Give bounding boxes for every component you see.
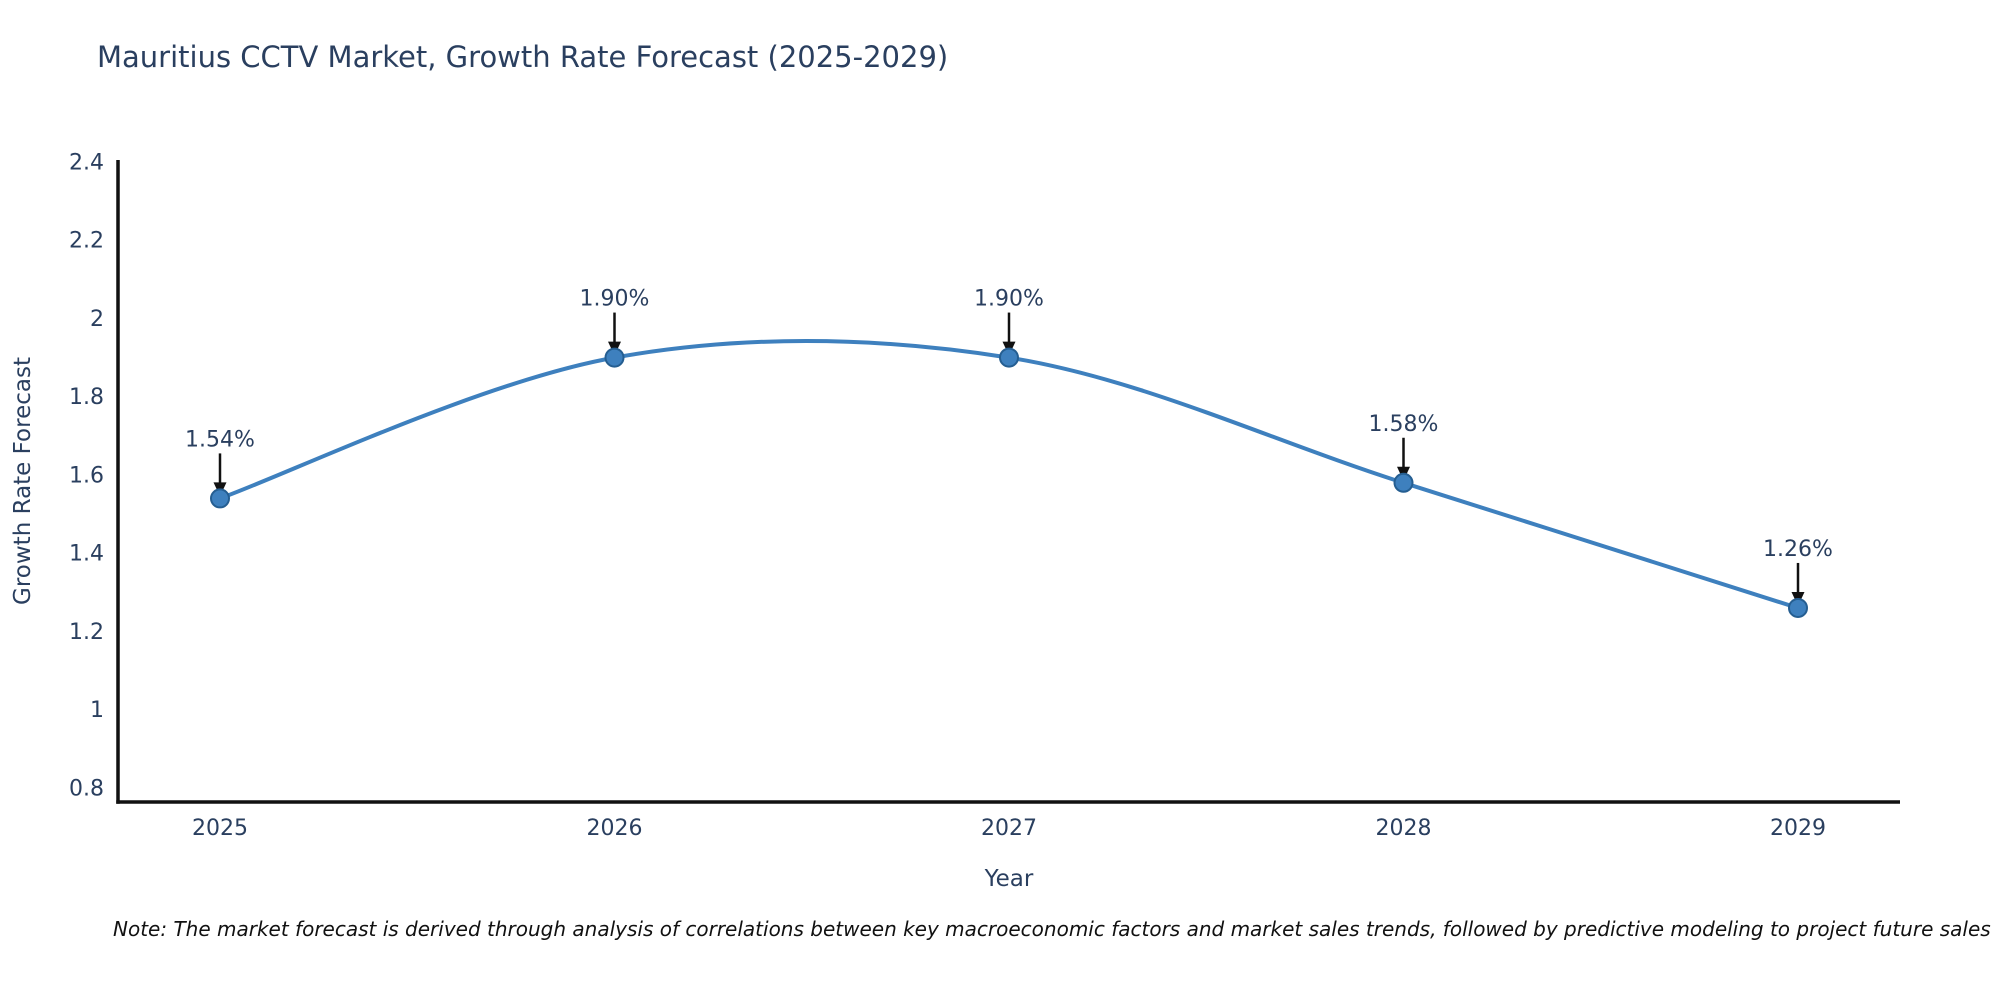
x-tick-label: 2026: [587, 816, 643, 841]
y-tick-label: 1.2: [69, 620, 104, 645]
data-point-marker[interactable]: [1788, 597, 1808, 618]
y-tick-label: 1.6: [69, 463, 104, 488]
y-tick-label: 1.4: [69, 542, 104, 567]
series-line: [218, 338, 1800, 610]
y-axis-title: Growth Rate Forecast: [10, 357, 36, 605]
y-tick-label: 0.8: [69, 776, 104, 801]
x-tick-label: 2029: [1770, 816, 1826, 841]
data-point-marker[interactable]: [999, 347, 1019, 368]
chart-title: Mauritius CCTV Market, Growth Rate Forec…: [97, 40, 949, 74]
x-axis-title: Year: [984, 866, 1034, 892]
annotation-label: 1.26%: [1763, 537, 1833, 562]
annotation-label: 1.54%: [185, 427, 255, 452]
annotation-label: 1.58%: [1369, 412, 1439, 437]
data-point-marker[interactable]: [210, 488, 230, 509]
y-tick-label: 2: [90, 307, 104, 332]
data-point-marker[interactable]: [604, 347, 625, 368]
footnote: Note: The market forecast is derived thr…: [113, 917, 1991, 941]
annotation-label: 1.90%: [580, 287, 650, 312]
data-point-marker[interactable]: [1393, 472, 1414, 493]
annotation-label: 1.90%: [974, 287, 1044, 312]
y-tick-label: 2.2: [69, 229, 104, 254]
x-tick-label: 2025: [192, 816, 248, 841]
y-tick-label: 1.8: [69, 385, 104, 410]
y-tick-label: 1: [90, 698, 104, 723]
y-tick-label: 2.4: [69, 150, 104, 175]
x-tick-label: 2028: [1376, 816, 1432, 841]
x-tick-label: 2027: [981, 816, 1037, 841]
